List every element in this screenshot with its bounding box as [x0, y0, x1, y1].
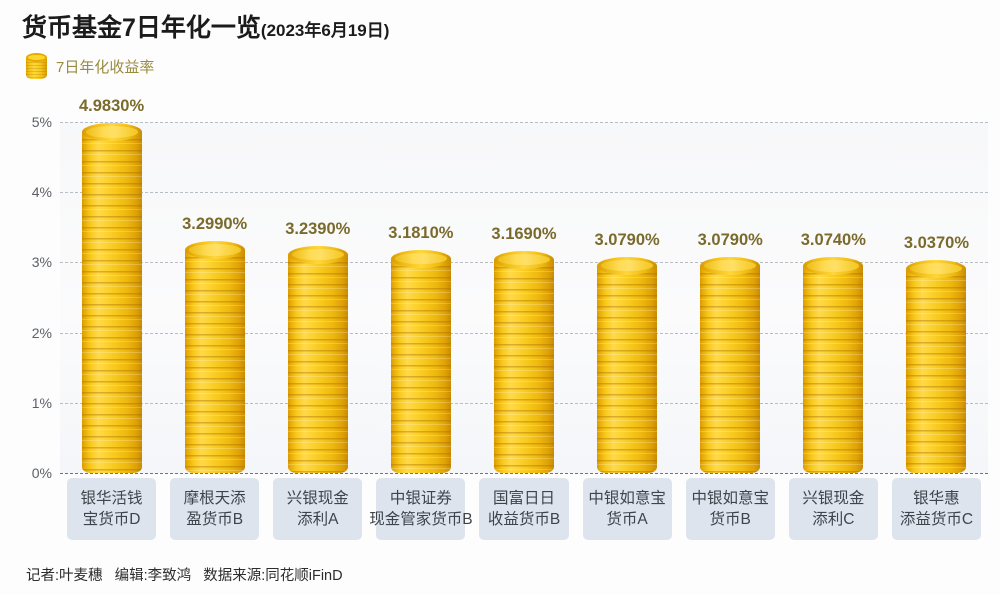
- plot-area: 4.9830% 3.2990% 3.2390% 3.1810% 3.1690% 3.079…: [60, 97, 988, 474]
- coin-stack-icon: [803, 257, 864, 473]
- x-axis-category-label[interactable]: 银华活钱宝货币D: [67, 478, 157, 540]
- y-axis-tick-label: 0%: [31, 465, 52, 481]
- category-label-line: 兴银现金: [802, 489, 865, 507]
- category-label-line: 现金管家货币B: [369, 511, 473, 528]
- legend: 7日年化收益率: [26, 52, 154, 80]
- bar-value-label: 3.2990%: [182, 215, 248, 234]
- bar[interactable]: [494, 250, 554, 473]
- bar-value-label: 3.0790%: [697, 230, 763, 249]
- bar[interactable]: [81, 123, 142, 473]
- x-axis-category-label[interactable]: 摩根天添盈货币B: [170, 478, 260, 540]
- bar[interactable]: [906, 259, 967, 473]
- category-label-line: 添益货币C: [899, 511, 974, 528]
- x-axis-category-label[interactable]: 中银如意宝货币B: [685, 478, 775, 540]
- bar[interactable]: [597, 256, 658, 473]
- coin-stack-icon: [390, 249, 451, 473]
- bar[interactable]: [287, 245, 348, 473]
- title-date: (2023年6月19日): [260, 21, 390, 40]
- bar-value-label: 3.1690%: [491, 224, 557, 243]
- y-axis-tick-label: 1%: [31, 394, 52, 411]
- category-label-line: 添利C: [812, 511, 855, 528]
- y-axis-tick-label: 5%: [31, 114, 52, 130]
- coin-stack-icon: [597, 256, 658, 473]
- category-label-line: 宝货币D: [82, 511, 141, 528]
- gridline: [60, 122, 988, 123]
- x-axis-category-label[interactable]: 中银证券现金管家货币B: [369, 478, 473, 540]
- coin-stack-icon: [287, 245, 348, 473]
- coin-stack-icon: [700, 256, 761, 473]
- bar[interactable]: [390, 249, 451, 473]
- category-label-line: 收益货币B: [487, 511, 561, 528]
- category-label-line: 国富日日: [492, 489, 555, 507]
- page-title: 货币基金7日年化一览 (2023年6月19日): [22, 8, 389, 44]
- coin-stack-icon: [26, 52, 47, 80]
- category-label-line: 兴银现金: [286, 489, 349, 507]
- bar-value-label: 4.9830%: [78, 97, 145, 116]
- category-label-line: 摩根天添: [183, 489, 246, 507]
- legend-label: 7日年化收益率: [56, 58, 155, 76]
- bar[interactable]: [184, 241, 245, 473]
- bar-value-label: 3.0790%: [594, 230, 660, 249]
- bar-value-label: 3.0740%: [800, 231, 866, 250]
- category-label-line: 货币A: [606, 511, 648, 528]
- x-axis-category-label[interactable]: 中银如意宝货币A: [582, 478, 672, 540]
- bar[interactable]: [803, 257, 864, 473]
- coin-stack-icon: [184, 241, 245, 473]
- x-axis-category-label[interactable]: 国富日日收益货币B: [479, 478, 569, 540]
- axis-baseline: [60, 473, 988, 474]
- gridline: [60, 192, 988, 194]
- coin-stack-icon: [906, 259, 967, 473]
- category-label-line: 中银证券: [389, 489, 452, 507]
- bar-value-label: 3.1810%: [388, 223, 454, 242]
- coin-stack-icon: [81, 123, 142, 473]
- y-axis-tick-label: 2%: [31, 324, 52, 341]
- y-axis-tick-label: 4%: [31, 184, 52, 201]
- category-label-line: 添利A: [297, 511, 339, 528]
- y-axis-tick-label: 3%: [31, 254, 52, 271]
- category-label-line: 银华惠: [913, 489, 960, 507]
- coin-stack-icon: [494, 250, 554, 473]
- bar[interactable]: [700, 256, 761, 473]
- category-label-line: 货币B: [709, 511, 751, 528]
- bar-value-label: 3.0370%: [903, 233, 970, 252]
- title-main: 货币基金7日年化一览: [22, 14, 261, 42]
- x-axis-category-label[interactable]: 银华惠添益货币C: [891, 478, 981, 540]
- category-label-line: 中银如意宝: [588, 489, 666, 507]
- x-axis-category-label[interactable]: 兴银现金添利C: [788, 478, 878, 540]
- footer-credits: 记者:叶麦穗 编辑:李致鸿 数据来源:同花顺iFinD: [26, 568, 343, 584]
- category-label-line: 银华活钱: [80, 489, 143, 507]
- bar-value-label: 3.2390%: [285, 219, 351, 238]
- x-axis-category-label[interactable]: 兴银现金添利A: [273, 478, 363, 540]
- category-label-line: 中银如意宝: [691, 489, 769, 507]
- category-label-line: 盈货币B: [186, 511, 244, 528]
